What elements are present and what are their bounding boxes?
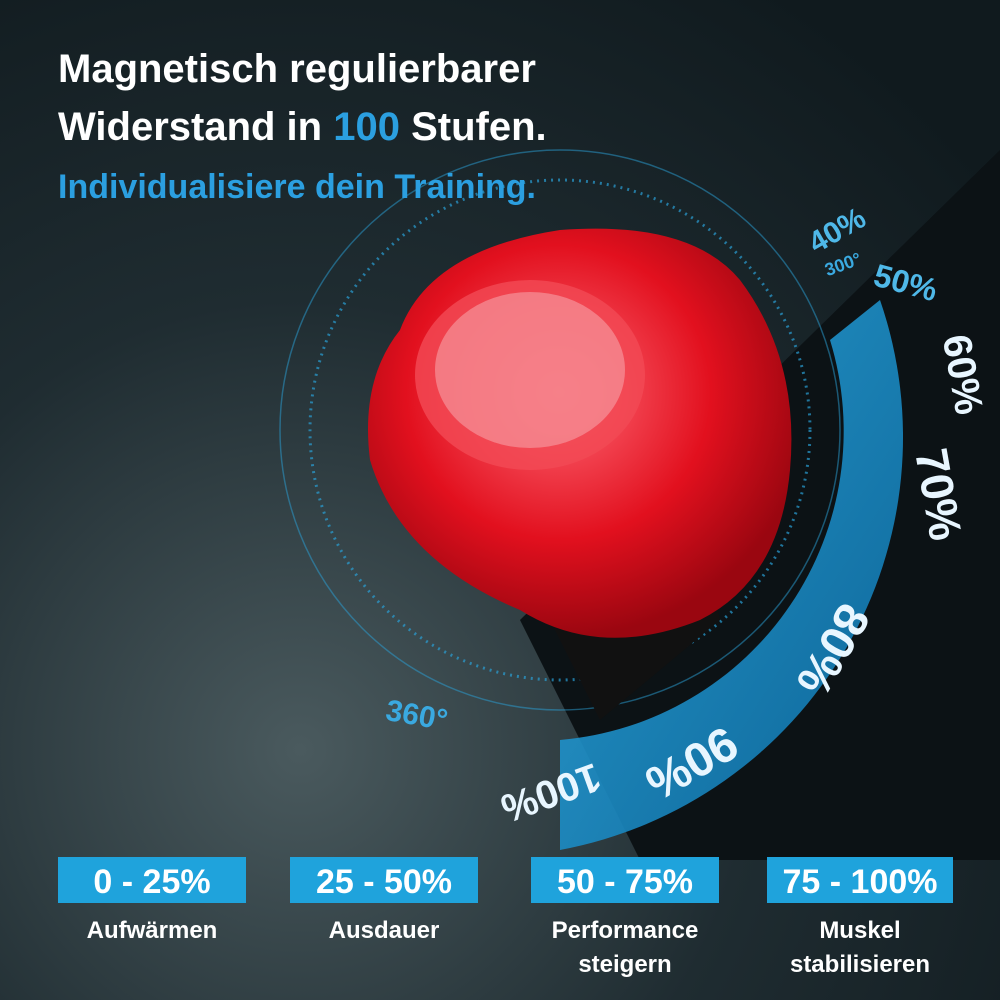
dial-ring: [279, 149, 841, 711]
subtitle: Individualisiere dein Training.: [58, 168, 536, 206]
level-label: Performance: [552, 917, 699, 944]
knob: [368, 228, 792, 638]
dial: [279, 149, 904, 850]
level-badge: [290, 857, 478, 903]
level-label: Ausdauer: [329, 917, 440, 944]
dial-band: [560, 300, 904, 850]
level-label: Aufwärmen: [87, 917, 218, 944]
headline-text: Stufen.: [400, 105, 547, 149]
level-label: stabilisieren: [790, 951, 930, 978]
level-label: steigern: [578, 951, 671, 978]
level-badge: [767, 857, 953, 903]
headline-highlight: 100: [333, 105, 400, 149]
level-label: Muskel: [819, 917, 900, 944]
level-range: 50 - 75%: [557, 863, 693, 901]
level-range: 0 - 25%: [93, 863, 210, 901]
level-range: 25 - 50%: [316, 863, 452, 901]
headline-text: Widerstand in: [58, 105, 333, 149]
headline: Widerstand in 100 Stufen.: [58, 105, 547, 149]
dial-ring: [308, 178, 812, 682]
headline: Magnetisch regulierbarer: [58, 47, 536, 91]
level-badge: [58, 857, 246, 903]
level-badge: [531, 857, 719, 903]
level-range: 75 - 100%: [783, 863, 938, 901]
